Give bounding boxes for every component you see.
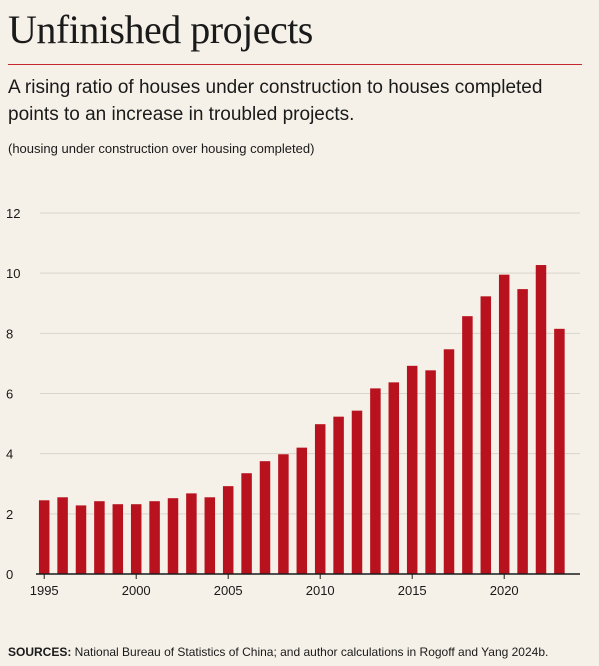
bar-1997 (75, 505, 87, 574)
bar-2005 (222, 486, 234, 574)
bar-2012 (351, 410, 363, 574)
bar-2014 (388, 382, 400, 574)
bar-2018 (462, 316, 473, 574)
bar-2008 (278, 454, 289, 574)
bar-2021 (517, 289, 528, 574)
bar-2001 (149, 501, 160, 574)
bar-2009 (296, 447, 308, 574)
bar-1996 (57, 497, 68, 574)
x-tick-label: 1995 (30, 583, 59, 598)
source-note: SOURCES: National Bureau of Statistics o… (8, 644, 548, 660)
x-tick-label: 2000 (122, 583, 151, 598)
chart-title: Unfinished projects (8, 7, 313, 52)
bar-2000 (130, 504, 142, 574)
chart-subtitle: A rising ratio of houses under construct… (8, 77, 543, 125)
bar-2016 (425, 370, 436, 574)
x-tick-label: 2005 (214, 583, 243, 598)
bar-2022 (535, 265, 547, 574)
bar-2010 (314, 424, 326, 574)
y-tick-label: 12 (6, 206, 20, 221)
unit-note: (housing under construction over housing… (8, 141, 315, 156)
y-tick-label: 8 (6, 326, 13, 341)
bar-2017 (443, 349, 455, 574)
bar-2020 (498, 274, 510, 574)
bar-1999 (112, 504, 124, 574)
x-tick-label: 2010 (306, 583, 335, 598)
bar-2019 (480, 296, 492, 574)
source-label: SOURCES: (8, 645, 72, 659)
source-text: National Bureau of Statistics of China; … (71, 645, 549, 659)
y-tick-label: 6 (6, 387, 13, 402)
y-tick-label: 2 (6, 507, 13, 522)
bar-2004 (204, 497, 216, 574)
bar-2013 (370, 388, 381, 574)
x-tick-label: 2015 (398, 583, 427, 598)
bar-2006 (241, 473, 252, 574)
bar-2023 (554, 328, 565, 574)
bar-2002 (167, 498, 179, 574)
bar-2007 (259, 461, 271, 574)
y-tick-label: 4 (6, 447, 13, 462)
bar-1995 (38, 500, 50, 574)
bar-2011 (333, 416, 344, 574)
bar-1998 (94, 501, 105, 574)
title-divider (8, 64, 582, 65)
y-tick-label: 0 (6, 567, 13, 582)
x-tick-label: 2020 (490, 583, 519, 598)
bar-2003 (186, 493, 197, 574)
y-tick-label: 10 (6, 266, 20, 281)
bar-chart: 0 2 4 6 8 10 12 1995 2000 2005 2010 2015 2020 (6, 206, 580, 598)
bar-2015 (406, 365, 418, 574)
